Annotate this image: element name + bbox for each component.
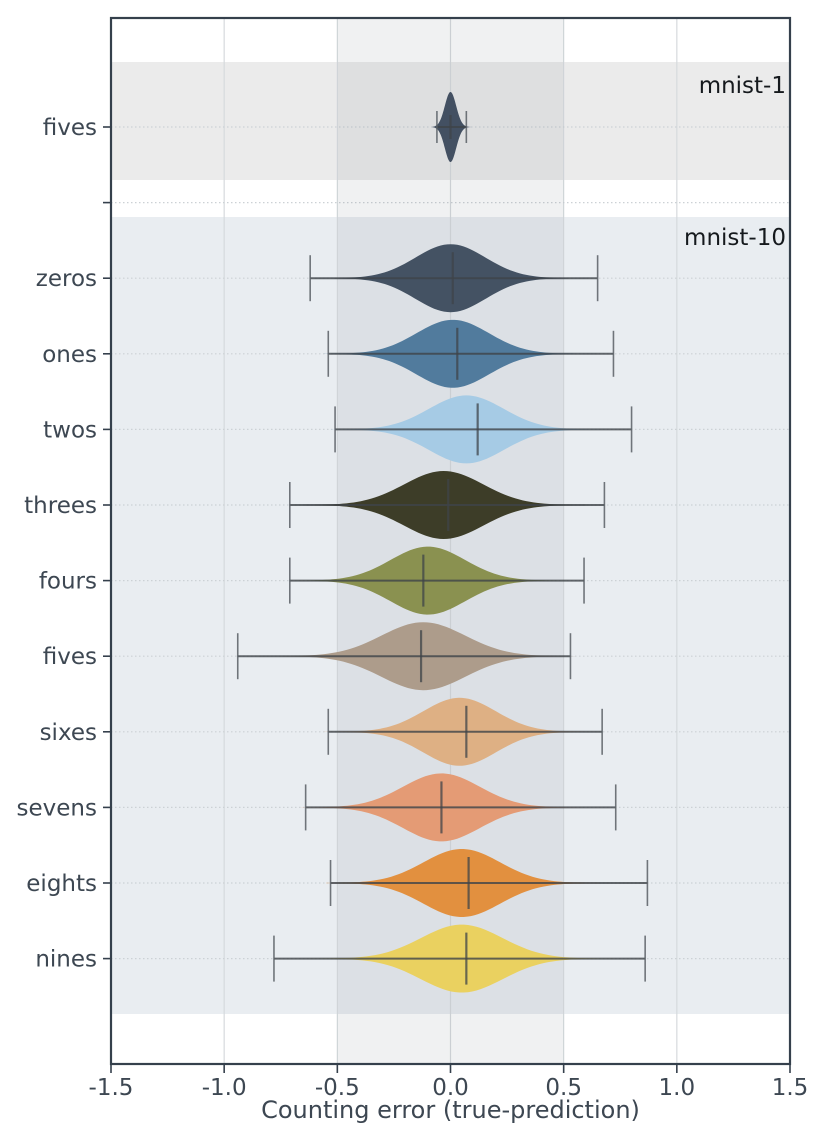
x-tick-label: 1.5 (772, 1075, 809, 1101)
row-label-ones: ones (42, 342, 97, 368)
row-label-sevens: sevens (17, 795, 97, 821)
x-axis-title: Counting error (true-prediction) (261, 1096, 640, 1124)
row-label-fours: fours (39, 569, 97, 595)
x-tick-label: -1.5 (89, 1075, 134, 1101)
x-tick-label: 0.0 (432, 1075, 469, 1101)
labels: Counting error (true-prediction) fives mn… (17, 73, 809, 1124)
row-label-twos: twos (43, 417, 97, 443)
x-tick-label: -1.0 (202, 1075, 247, 1101)
x-tick-label: -0.5 (315, 1075, 360, 1101)
row-label-zeros: zeros (36, 266, 97, 292)
row-label-eights: eights (26, 871, 97, 897)
axes-spines-ticks (103, 16, 792, 1073)
panel-label-mnist-10: mnist-10 (684, 225, 786, 251)
whiskers (236, 111, 649, 985)
row-label-threes: threes (24, 493, 97, 519)
row-label-sixes: sixes (40, 720, 97, 746)
row-label-fives: fives (43, 115, 97, 141)
row-gridlines (111, 126, 790, 960)
panel-label-mnist-1: mnist-1 (699, 73, 786, 99)
row-label-nines: nines (35, 947, 97, 973)
row-label-fives: fives (43, 644, 97, 670)
x-tick-label: 0.5 (545, 1075, 582, 1101)
x-tick-label: 1.0 (659, 1075, 696, 1101)
